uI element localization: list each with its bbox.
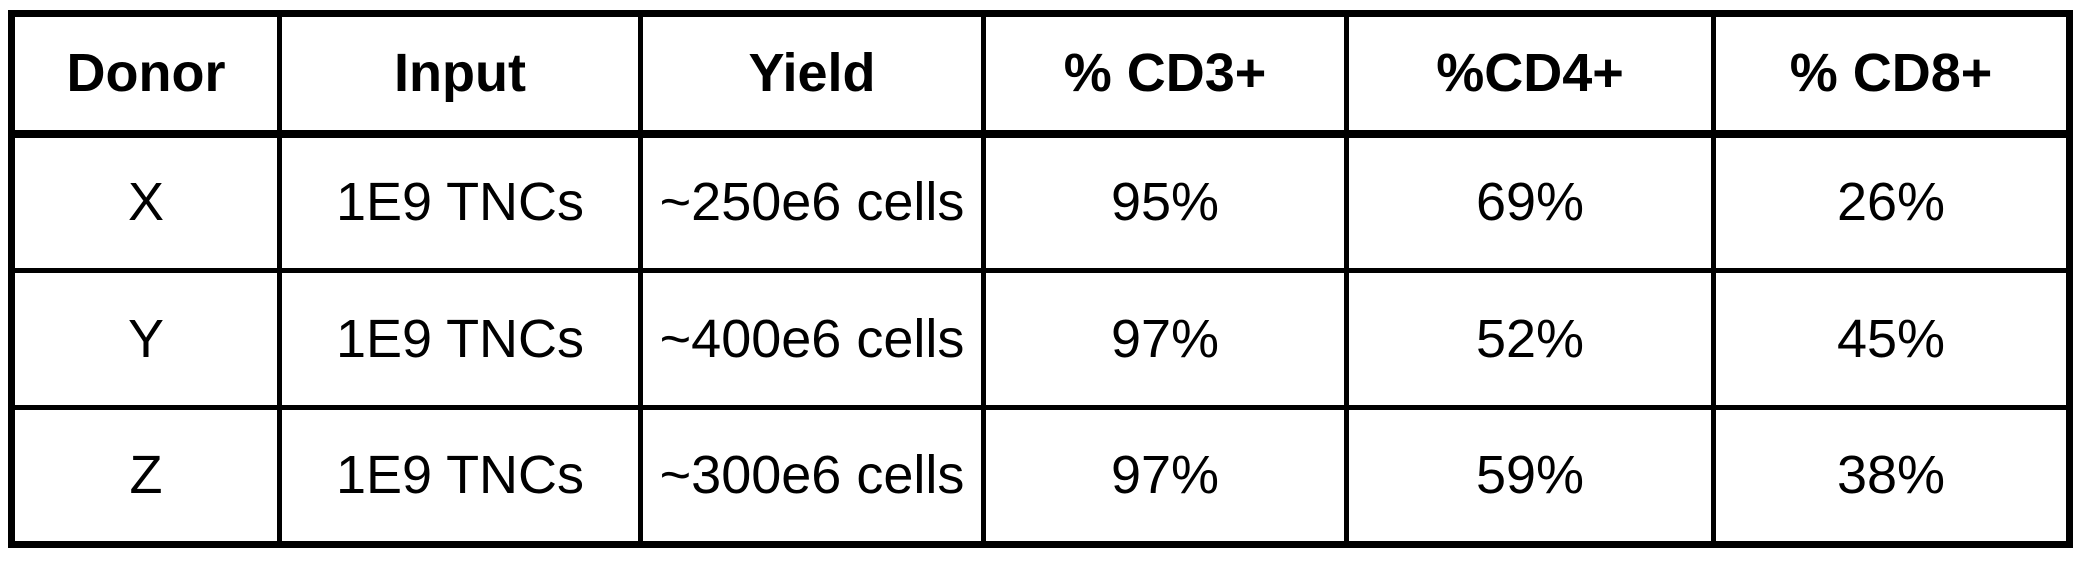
cell-cd4: 52% (1344, 268, 1716, 410)
cell-cd3: 97% (981, 268, 1349, 410)
cell-input: 1E9 TNCs (277, 131, 643, 273)
cell-cd4: 59% (1344, 405, 1716, 547)
column-header-yield: Yield (638, 11, 986, 138)
cell-donor: Z (9, 405, 282, 547)
column-header-input: Input (277, 11, 643, 138)
table-row-donor-y: Y 1E9 TNCs ~400e6 cells 97% 52% 45% (9, 268, 2072, 410)
cell-cd8: 26% (1711, 131, 2072, 273)
column-header-cd4: %CD4+ (1344, 11, 1716, 138)
table-row-donor-z: Z 1E9 TNCs ~300e6 cells 97% 59% 38% (9, 405, 2072, 547)
cell-input: 1E9 TNCs (277, 268, 643, 410)
cell-donor: Y (9, 268, 282, 410)
cell-yield: ~300e6 cells (638, 405, 986, 547)
cell-yield: ~400e6 cells (638, 268, 986, 410)
header-row: Donor Input Yield % CD3+ %CD4+ % CD8+ (9, 11, 2072, 138)
cell-cd3: 95% (981, 131, 1349, 273)
cell-cd4: 69% (1344, 131, 1716, 273)
column-header-cd8: % CD8+ (1711, 11, 2072, 138)
cell-yield: ~250e6 cells (638, 131, 986, 273)
cell-cd8: 38% (1711, 405, 2072, 547)
cell-input: 1E9 TNCs (277, 405, 643, 547)
table-row-donor-x: X 1E9 TNCs ~250e6 cells 95% 69% 26% (9, 131, 2072, 273)
cell-donor: X (9, 131, 282, 273)
cell-cd3: 97% (981, 405, 1349, 547)
column-header-cd3: % CD3+ (981, 11, 1349, 138)
donor-cell-yield-table: Donor Input Yield % CD3+ %CD4+ % CD8+ X … (8, 10, 2073, 548)
cell-cd8: 45% (1711, 268, 2072, 410)
column-header-donor: Donor (9, 11, 282, 138)
